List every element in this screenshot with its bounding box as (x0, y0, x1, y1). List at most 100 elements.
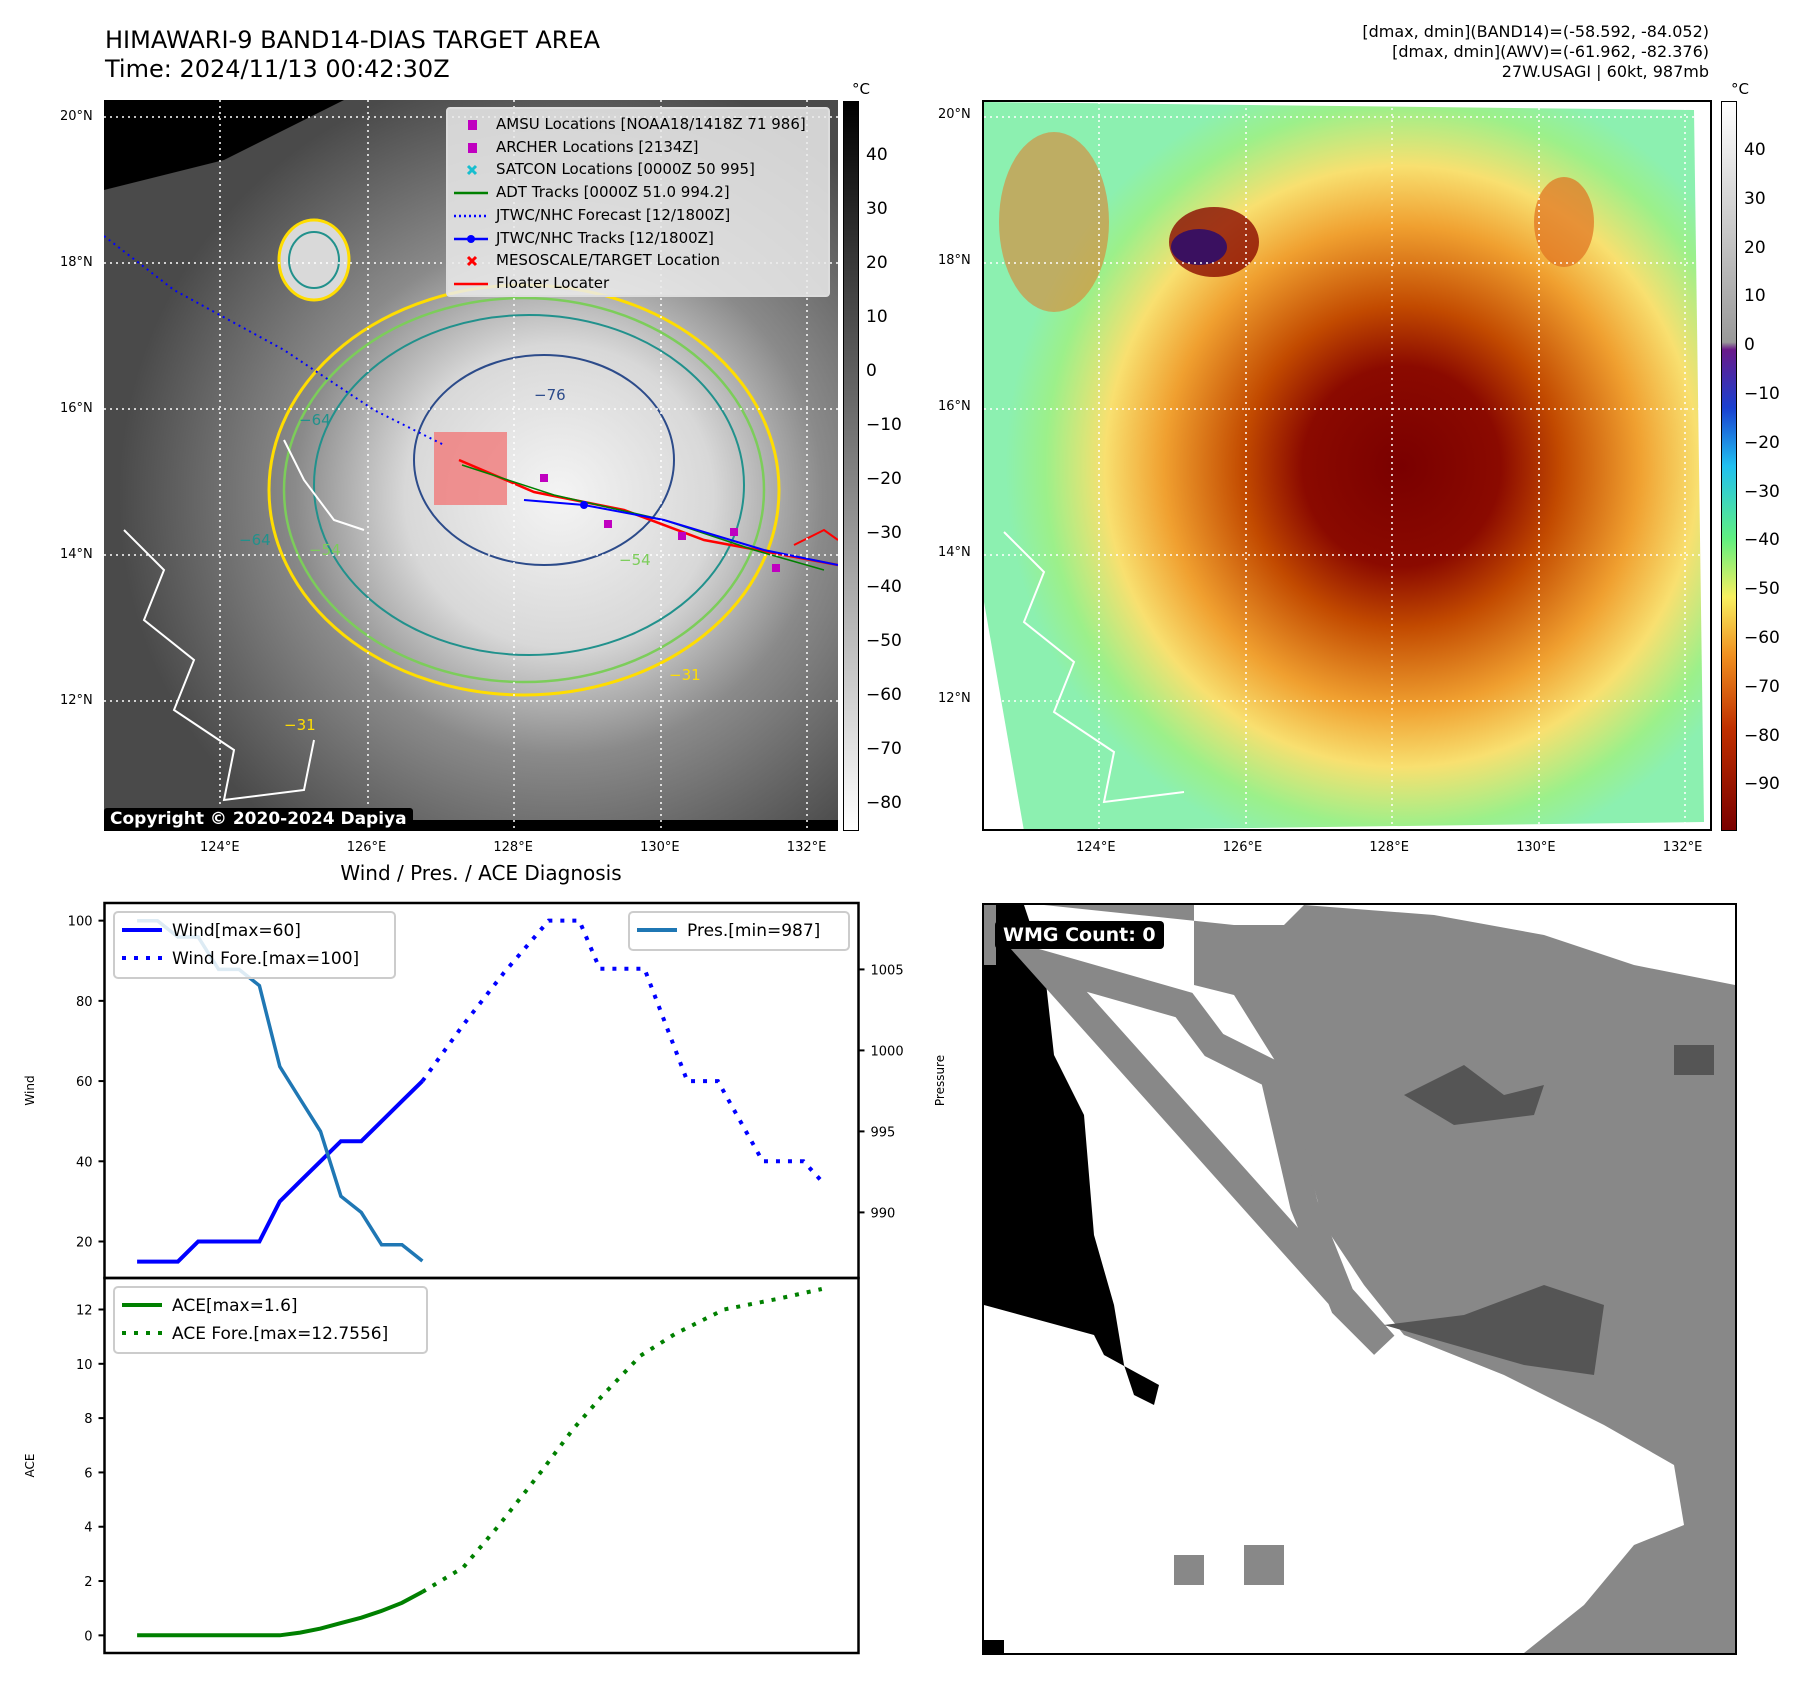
y-tick-label: 40 (76, 1155, 93, 1170)
chart-legend-label: Wind[max=60] (172, 921, 301, 941)
colorbar-tick-label: −30 (1744, 481, 1780, 502)
y-tick-label: 100 (68, 915, 93, 930)
colorbar-tick-label: −40 (1744, 530, 1780, 551)
y-axis-label: Wind (23, 1075, 37, 1105)
colorbar-tick-label: 30 (866, 199, 888, 219)
legend-label: AMSU Locations [NOAA18/1418Z 71 986] (496, 115, 806, 133)
y-tick-label: 4 (84, 1521, 92, 1536)
longitude-label: 128°E (1369, 840, 1409, 855)
contour-label: −76 (534, 386, 566, 404)
longitude-label: 128°E (493, 840, 533, 855)
legend-marker-icon (454, 234, 488, 243)
storm-info: [dmax, dmin](BAND14)=(-58.592, -84.052) … (1362, 22, 1709, 82)
title-timestamp: Time: 2024/11/13 00:42:30Z (105, 55, 450, 83)
colorbar-tick-label: −60 (866, 685, 902, 705)
colorbar-unit: °C (852, 80, 870, 98)
legend-item: JTWC/NHC Forecast [12/1800Z] (448, 206, 828, 226)
legend-item: Floater Locater (448, 274, 828, 294)
longitude-label: 132°E (786, 840, 827, 855)
longitude-label: 130°E (1516, 840, 1556, 855)
y2-tick-label: 1005 (871, 963, 904, 978)
legend-label: MESOSCALE/TARGET Location (496, 251, 721, 270)
wmg-mask (984, 905, 1735, 1653)
legend-label: ARCHER Locations [2134Z] (496, 137, 699, 156)
y-tick-label: 2 (84, 1575, 92, 1590)
latitude-label: 14°N (938, 545, 971, 560)
colorbar-tick-label: −10 (1744, 384, 1780, 404)
contour-label: −64 (239, 531, 271, 549)
legend-item: JTWC/NHC Tracks [12/1800Z] (448, 229, 828, 249)
colorbar-tick-label: −40 (866, 577, 902, 597)
awv-map[interactable] (982, 100, 1712, 831)
legend-marker-icon (454, 191, 488, 195)
longitude-label: 126°E (1222, 840, 1263, 855)
longitude-label: 130°E (640, 840, 680, 855)
legend-label: JTWC/NHC Tracks [12/1800Z] (496, 228, 714, 247)
longitude-label: 132°E (1662, 840, 1703, 855)
y-axis-label: ACE (23, 1454, 37, 1478)
colorbar-tick-label: −10 (866, 415, 902, 435)
colorbar-tick-label: 10 (866, 307, 888, 327)
y-tick-label: 10 (76, 1358, 93, 1373)
colorbar-tick-label: 0 (866, 361, 877, 381)
latitude-label: 12°N (938, 691, 971, 706)
colorbar-tick-label: −30 (866, 523, 902, 543)
legend-label: SATCON Locations [0000Z 50 995] (496, 160, 755, 179)
colorbar-tick-label: 20 (1744, 237, 1766, 258)
series-line-ace (137, 1590, 424, 1638)
wmg-panel[interactable] (982, 903, 1737, 1655)
longitude-label: 124°E (1076, 840, 1116, 855)
y-tick-label: 80 (76, 995, 93, 1010)
colorbar-tick-label: 10 (1744, 286, 1766, 307)
chart-legend-label: Wind Fore.[max=100] (172, 949, 359, 969)
legend-marker-icon (466, 165, 478, 176)
chart-axes-frame (103, 1276, 860, 1655)
colorbar-tick-label: −90 (1744, 774, 1780, 795)
colorbar-tick-label: 20 (866, 253, 888, 273)
y-tick-label: 0 (84, 1629, 92, 1644)
colorbar-tick-label: 40 (866, 145, 888, 165)
storm-id-intensity: 27W.USAGI | 60kt, 987mb (1501, 62, 1709, 81)
colorbar-tick-label: 30 (1744, 188, 1766, 209)
chart-legend (113, 911, 396, 979)
colorbar-unit: °C (1731, 80, 1749, 98)
legend-marker-icon (468, 120, 477, 130)
colorbar-tick-label: −70 (866, 739, 902, 759)
map-legend: AMSU Locations [NOAA18/1418Z 71 986] ARCH… (446, 107, 830, 297)
contour-label: −54 (309, 541, 341, 559)
legend-marker-icon (466, 256, 478, 267)
y2-tick-label: 990 (871, 1206, 896, 1221)
colorbar-tick-label: −80 (1744, 725, 1780, 746)
colorbar-tick-label: −70 (1744, 676, 1780, 697)
y2-axis-label: Pressure (933, 1055, 947, 1106)
colorbar-tick-label: −50 (866, 631, 902, 651)
y-tick-label: 8 (84, 1412, 92, 1427)
colorbar-tick-label: −20 (1744, 432, 1780, 453)
legend-marker-icon (454, 214, 488, 218)
legend-item: MESOSCALE/TARGET Location (448, 251, 828, 271)
series-line-wind (137, 1079, 424, 1264)
legend-item: ARCHER Locations [2134Z] (448, 138, 828, 158)
legend-item: AMSU Locations [NOAA18/1418Z 71 986] (448, 115, 828, 135)
band14-colorbar (843, 101, 859, 831)
colorbar-tick-label: 0 (1744, 335, 1755, 356)
contour-label: −31 (669, 666, 701, 684)
longitude-label: 124°E (200, 840, 240, 855)
awv-colorbar (1721, 101, 1737, 831)
legend-item: ADT Tracks [0000Z 51.0 994.2] (448, 183, 828, 203)
legend-label: Floater Locater (496, 273, 610, 292)
latitude-label: 16°N (938, 399, 971, 414)
contour-label: −64 (299, 411, 331, 429)
latitude-label: 18°N (938, 253, 971, 268)
chart-legend-label: ACE[max=1.6] (172, 1296, 298, 1316)
y2-tick-label: 1000 (871, 1044, 904, 1059)
colorbar-tick-label: −20 (866, 469, 902, 489)
legend-item: SATCON Locations [0000Z 50 995] (448, 160, 828, 180)
chart-legend-label: ACE Fore.[max=12.7556] (172, 1324, 388, 1344)
latitude-label: 18°N (60, 255, 93, 270)
series-line-wind-fore (420, 918, 824, 1183)
y-tick-label: 20 (76, 1236, 93, 1251)
series-line-ace-fore (421, 1287, 823, 1594)
latitude-label: 16°N (60, 401, 93, 416)
